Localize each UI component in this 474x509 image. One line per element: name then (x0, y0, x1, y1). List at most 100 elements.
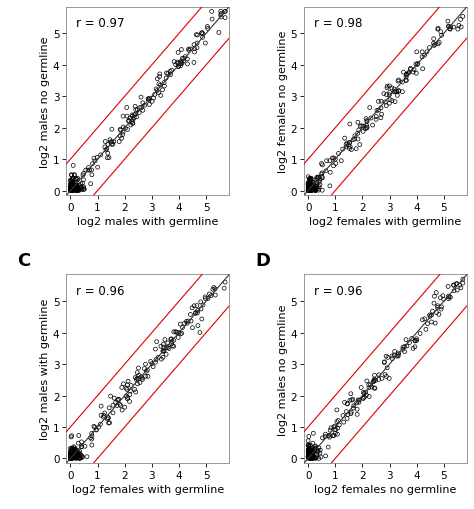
Point (141, 102, 148, 110)
Point (149, 363, 157, 371)
Point (403, 342, 410, 350)
Point (312, 186, 319, 194)
Point (343, 139, 351, 148)
Point (67, 181, 74, 189)
Point (347, 408, 355, 416)
Point (307, 184, 315, 192)
Point (67, 183, 74, 191)
Point (450, 287, 458, 295)
Point (69, 162, 77, 170)
Point (344, 400, 351, 408)
Point (69, 451, 76, 460)
Point (68, 452, 75, 460)
Point (307, 448, 315, 457)
Point (306, 181, 313, 189)
Point (431, 319, 439, 327)
Point (68, 179, 75, 187)
Point (70, 445, 77, 454)
Point (433, 309, 440, 317)
Point (307, 183, 314, 191)
Point (103, 154, 111, 162)
Point (105, 404, 113, 412)
Point (97, 152, 105, 160)
Point (67, 186, 74, 194)
Point (73, 451, 81, 460)
Point (305, 453, 313, 461)
Point (307, 452, 315, 460)
Point (132, 388, 139, 397)
Point (136, 109, 143, 118)
Point (349, 404, 357, 412)
Point (71, 183, 79, 191)
Point (139, 100, 146, 108)
Point (400, 69, 407, 77)
Point (445, 23, 453, 32)
Point (146, 95, 153, 103)
Point (430, 299, 438, 307)
Point (118, 406, 126, 414)
Point (77, 452, 85, 460)
Point (305, 455, 313, 463)
Point (72, 175, 80, 183)
Point (306, 184, 313, 192)
Point (68, 171, 75, 179)
Point (67, 187, 74, 195)
Point (70, 443, 77, 451)
Point (306, 450, 313, 458)
Point (68, 454, 76, 462)
Point (117, 126, 124, 134)
Point (68, 186, 76, 194)
Point (344, 411, 352, 419)
Point (406, 339, 413, 347)
Point (122, 384, 130, 392)
Point (304, 449, 312, 457)
Point (67, 451, 75, 460)
Point (348, 396, 356, 404)
Point (70, 453, 77, 461)
Point (67, 455, 74, 463)
Point (77, 443, 85, 451)
Point (305, 450, 312, 459)
Point (67, 186, 74, 194)
Point (70, 182, 77, 190)
Point (167, 335, 174, 344)
Point (73, 176, 81, 184)
Point (305, 186, 313, 194)
Point (83, 453, 91, 461)
Point (306, 185, 313, 193)
Point (74, 187, 82, 195)
Point (403, 71, 411, 79)
Point (69, 452, 77, 460)
Point (357, 384, 365, 392)
Point (305, 186, 312, 194)
Point (305, 186, 312, 194)
Point (393, 89, 401, 97)
Point (345, 142, 352, 150)
Point (221, 14, 229, 22)
Point (74, 184, 82, 192)
Point (176, 59, 184, 67)
Point (305, 452, 312, 460)
Point (304, 187, 312, 195)
Point (75, 185, 82, 193)
Point (310, 181, 317, 189)
Point (68, 182, 76, 190)
Point (160, 79, 168, 88)
Point (217, 8, 225, 16)
Point (79, 180, 86, 188)
Point (306, 186, 314, 194)
Point (380, 90, 388, 98)
Point (124, 381, 131, 389)
Point (305, 450, 313, 458)
Point (74, 453, 82, 461)
Point (67, 183, 74, 191)
Point (129, 120, 137, 128)
Point (306, 185, 314, 193)
Point (87, 434, 94, 442)
Point (191, 49, 198, 57)
Point (73, 182, 81, 190)
Point (373, 107, 381, 115)
Point (67, 451, 75, 460)
Point (323, 157, 330, 165)
Point (122, 392, 130, 401)
